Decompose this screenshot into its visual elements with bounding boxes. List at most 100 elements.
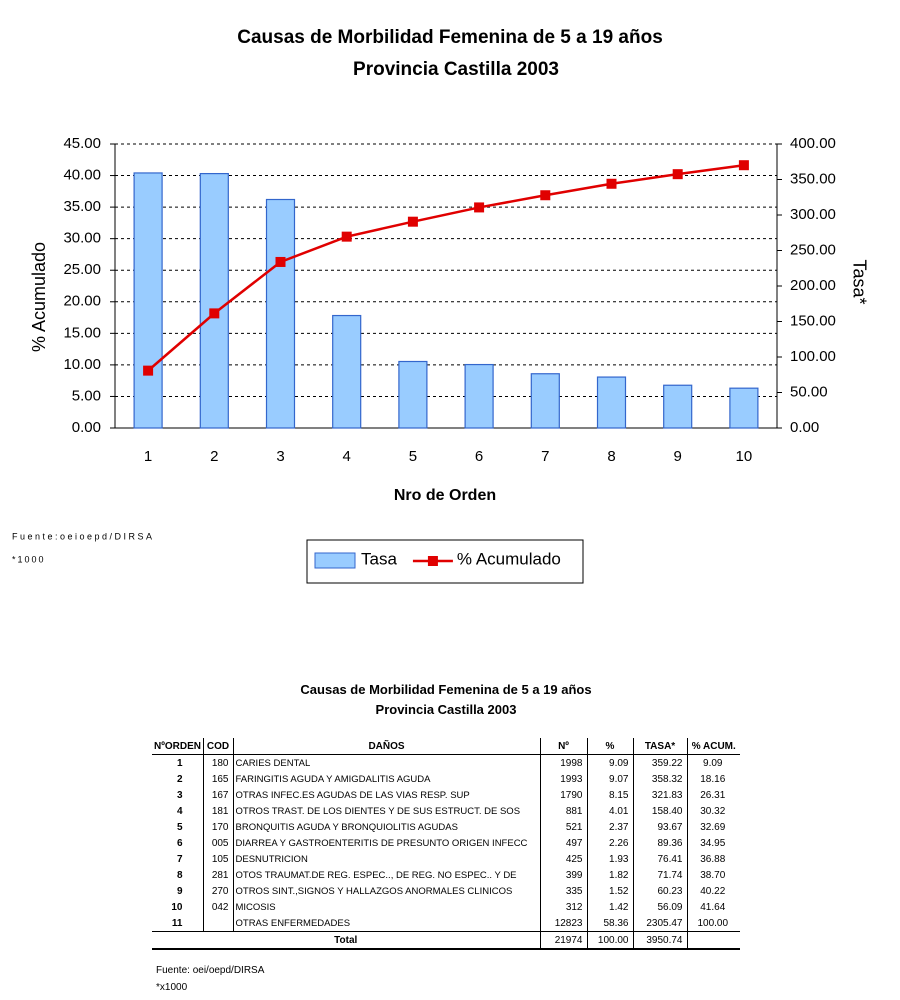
table-cell: 105 (202, 851, 233, 867)
line-marker (540, 190, 551, 201)
legend-label: Tasa (361, 549, 397, 568)
table-cell: 12823 (539, 915, 587, 932)
table-cell: 1.42 (586, 899, 633, 915)
table-cell: 167 (202, 787, 233, 803)
table-cell: 2 (176, 773, 183, 785)
table-cell: 1 (176, 757, 183, 769)
header-cell: DAÑOS (232, 738, 540, 755)
table-cell: DESNUTRICION (232, 851, 540, 867)
table-cell: 335 (539, 883, 587, 899)
table-cell: 60.23 (632, 883, 687, 899)
x-tick-label: 4 (343, 448, 351, 465)
y-tick-label: 30.00 (63, 230, 101, 247)
y2-tick-label: 250.00 (790, 241, 836, 258)
table-row: 1 180 CARIES DENTAL 1998 9.09 359.22 9.09 (152, 754, 740, 771)
header-cell: % ACUM. (686, 738, 740, 755)
x-tick-label: 7 (541, 448, 549, 465)
table-cell: 165 (202, 771, 233, 787)
y-tick-label: 40.00 (63, 167, 101, 184)
table-cell: 042 (202, 899, 233, 915)
bar (530, 373, 560, 429)
table-cell: 26.31 (686, 787, 740, 803)
table-note: *x1000 (156, 982, 188, 993)
legend-label: % Acumulado (457, 549, 561, 568)
y2-tick-label: 100.00 (790, 348, 836, 365)
total-cell: 21974 (539, 931, 587, 950)
line-marker (474, 202, 485, 213)
table-cell: 180 (202, 754, 233, 771)
table-cell: 321.83 (632, 787, 687, 803)
bar (332, 314, 362, 429)
total-label: Total (152, 931, 540, 950)
table-cell: 38.70 (686, 867, 740, 883)
table-cell: 5 (176, 821, 183, 833)
table-cell: 40.22 (686, 883, 740, 899)
total-cell: 3950.74 (632, 931, 687, 950)
table-cell: FARINGITIS AGUDA Y AMIGDALITIS AGUDA (232, 771, 540, 787)
x-tick-label: 5 (409, 448, 417, 465)
table-cell: 181 (202, 803, 233, 819)
table-cell: 8.15 (586, 787, 633, 803)
footnote: *1000 (12, 554, 46, 564)
table-cell: 1.52 (586, 883, 633, 899)
table-cell: 1.82 (586, 867, 633, 883)
bar (729, 387, 759, 429)
table-cell: 30.32 (686, 803, 740, 819)
table-cell: 1998 (539, 754, 587, 771)
table-cell: 58.36 (586, 915, 633, 932)
table-row: 2 165 FARINGITIS AGUDA Y AMIGDALITIS AGUDA… (152, 771, 740, 787)
table-cell: 005 (202, 835, 233, 851)
total-row: Total 21974 100.00 3950.74 (152, 931, 740, 950)
y2-tick-label: 300.00 (790, 206, 836, 223)
table-cell: 9.09 (586, 754, 633, 771)
table-cell: 312 (539, 899, 587, 915)
table-cell: MICOSIS (232, 899, 540, 915)
x-tick-label: 6 (475, 448, 483, 465)
table-row: 6 005 DIARREA Y GASTROENTERITIS DE PRESUNT… (152, 835, 740, 851)
table-cell: 7 (176, 853, 183, 865)
table-row: 4 181 OTROS TRAST. DE LOS DIENTES Y DE SUS… (152, 803, 740, 819)
table-cell: CARIES DENTAL (232, 754, 540, 771)
table-row: 3 167 OTRAS INFEC.ES AGUDAS DE LAS VIAS RE… (152, 787, 740, 803)
y-tick-label: 20.00 (63, 293, 101, 310)
total-cell: 100.00 (586, 931, 633, 950)
x-tick-label: 8 (607, 448, 615, 465)
y2-tick-label: 400.00 (790, 135, 836, 152)
table-row: 7 105 DESNUTRICION 425 1.93 76.41 36.88 (152, 851, 740, 867)
table-cell: OTROS SINT.,SIGNOS Y HALLAZGOS ANORMALES… (232, 883, 540, 899)
header-row: NºORDEN COD DAÑOS Nº% TASA*% ACUM. (152, 738, 740, 755)
y-axis-label: % Acumulado (29, 242, 49, 352)
legend-marker (427, 556, 438, 566)
table-cell: 2305.47 (632, 915, 687, 932)
table-cell: 8 (176, 869, 183, 881)
table-row: 8 281 OTOS TRAUMAT.DE REG. ESPEC.., DE REG… (152, 867, 740, 883)
table-cell: 281 (202, 867, 233, 883)
bar (398, 360, 428, 429)
table-source: Fuente: oei/oepd/DIRSA (156, 965, 265, 976)
header-cell: % (586, 738, 633, 755)
table-cell: 6 (176, 837, 183, 849)
table-cell: 89.36 (632, 835, 687, 851)
table-cell: 9.07 (586, 771, 633, 787)
table-cell: OTRAS ENFERMEDADES (232, 915, 540, 932)
header-cell: COD (202, 738, 233, 755)
table-row: 9 270 OTROS SINT.,SIGNOS Y HALLAZGOS ANORM… (152, 883, 740, 899)
table-cell: 4 (176, 805, 183, 817)
y-tick-label: 10.00 (63, 356, 101, 373)
y-tick-label: 5.00 (72, 387, 101, 404)
y-tick-label: 45.00 (63, 135, 101, 152)
x-tick-label: 1 (144, 448, 152, 465)
bar (199, 172, 229, 429)
x-tick-label: 10 (736, 448, 753, 465)
table-cell: 41.64 (686, 899, 740, 915)
table-cell: 497 (539, 835, 587, 851)
line-marker (672, 169, 683, 180)
table-cell: 399 (539, 867, 587, 883)
table-cell: 9 (176, 885, 183, 897)
table-cell: BRONQUITIS AGUDA Y BRONQUIOLITIS AGUDAS (232, 819, 540, 835)
header-cell: NºORDEN (152, 738, 203, 755)
table-cell: 1790 (539, 787, 587, 803)
table-cell: 18.16 (686, 771, 740, 787)
line-marker (341, 231, 352, 242)
line-marker (606, 178, 617, 189)
